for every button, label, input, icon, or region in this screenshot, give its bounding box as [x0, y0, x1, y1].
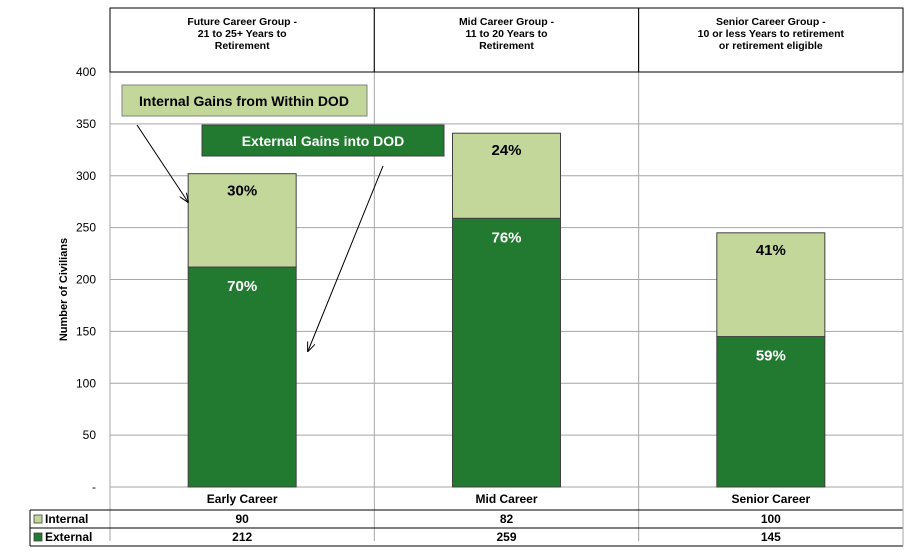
- group-header-box: [638, 7, 904, 73]
- group-header-line: 10 or less Years to retirement: [698, 28, 845, 40]
- group-header-line: Senior Career Group -: [716, 16, 826, 28]
- y-tick-label: 350: [76, 117, 96, 131]
- internal-percent-label: 41%: [756, 242, 786, 259]
- external-gains-callout-box: [201, 124, 445, 157]
- table-value: 145: [761, 530, 781, 544]
- table-value: 90: [235, 512, 249, 526]
- table-value: 100: [761, 512, 781, 526]
- bar-internal: [452, 132, 561, 219]
- y-tick-label: 200: [76, 273, 96, 287]
- y-tick-label: 250: [76, 221, 96, 235]
- series-name-label: Internal: [45, 512, 88, 526]
- external-percent-label: 59%: [756, 348, 786, 365]
- group-header-box: [373, 7, 640, 73]
- internal-gains-callout-text: Internal Gains from Within DOD: [139, 93, 349, 109]
- bar-external: [452, 217, 561, 488]
- bar-external: [187, 266, 297, 488]
- group-header-line: Future Career Group -: [187, 16, 297, 28]
- internal-percent-label: 30%: [227, 183, 257, 200]
- y-tick-label: 100: [76, 376, 96, 390]
- group-header-line: Retirement: [215, 40, 270, 52]
- group-header-line: Retirement: [479, 40, 534, 52]
- internal-percent-label: 24%: [491, 142, 521, 159]
- group-header-box: [109, 7, 375, 73]
- legend-swatch: [33, 514, 43, 524]
- group-header-line: or retirement eligible: [719, 40, 823, 52]
- category-label: Mid Career: [475, 492, 537, 506]
- y-tick-label: 50: [83, 428, 97, 442]
- y-tick-label: -: [92, 480, 96, 494]
- external-gains-callout-text: External Gains into DOD: [242, 133, 405, 149]
- group-header-line: 21 to 25+ Years to: [198, 28, 287, 40]
- y-tick-label: 400: [76, 65, 96, 79]
- y-tick-label: 300: [76, 169, 96, 183]
- bar-external: [716, 336, 826, 488]
- category-label: Early Career: [207, 492, 278, 506]
- table-value: 82: [500, 512, 514, 526]
- bar-internal: [187, 173, 297, 268]
- bar-internal: [716, 232, 826, 338]
- series-name-label: External: [45, 530, 92, 544]
- group-header-line: Mid Career Group -: [459, 16, 555, 28]
- external-percent-label: 76%: [491, 229, 521, 246]
- category-label: Senior Career: [731, 492, 810, 506]
- internal-gains-callout-box: [121, 84, 368, 117]
- table-value: 212: [232, 530, 252, 544]
- y-axis-label: Number of Civilians: [58, 238, 70, 341]
- y-tick-label: 150: [76, 324, 96, 338]
- internal-callout-arrow: [136, 124, 188, 202]
- group-header-line: 11 to 20 Years to: [465, 28, 547, 40]
- legend-swatch: [33, 532, 43, 542]
- table-value: 259: [496, 530, 516, 544]
- external-percent-label: 70%: [227, 278, 257, 295]
- external-callout-arrow: [308, 165, 384, 351]
